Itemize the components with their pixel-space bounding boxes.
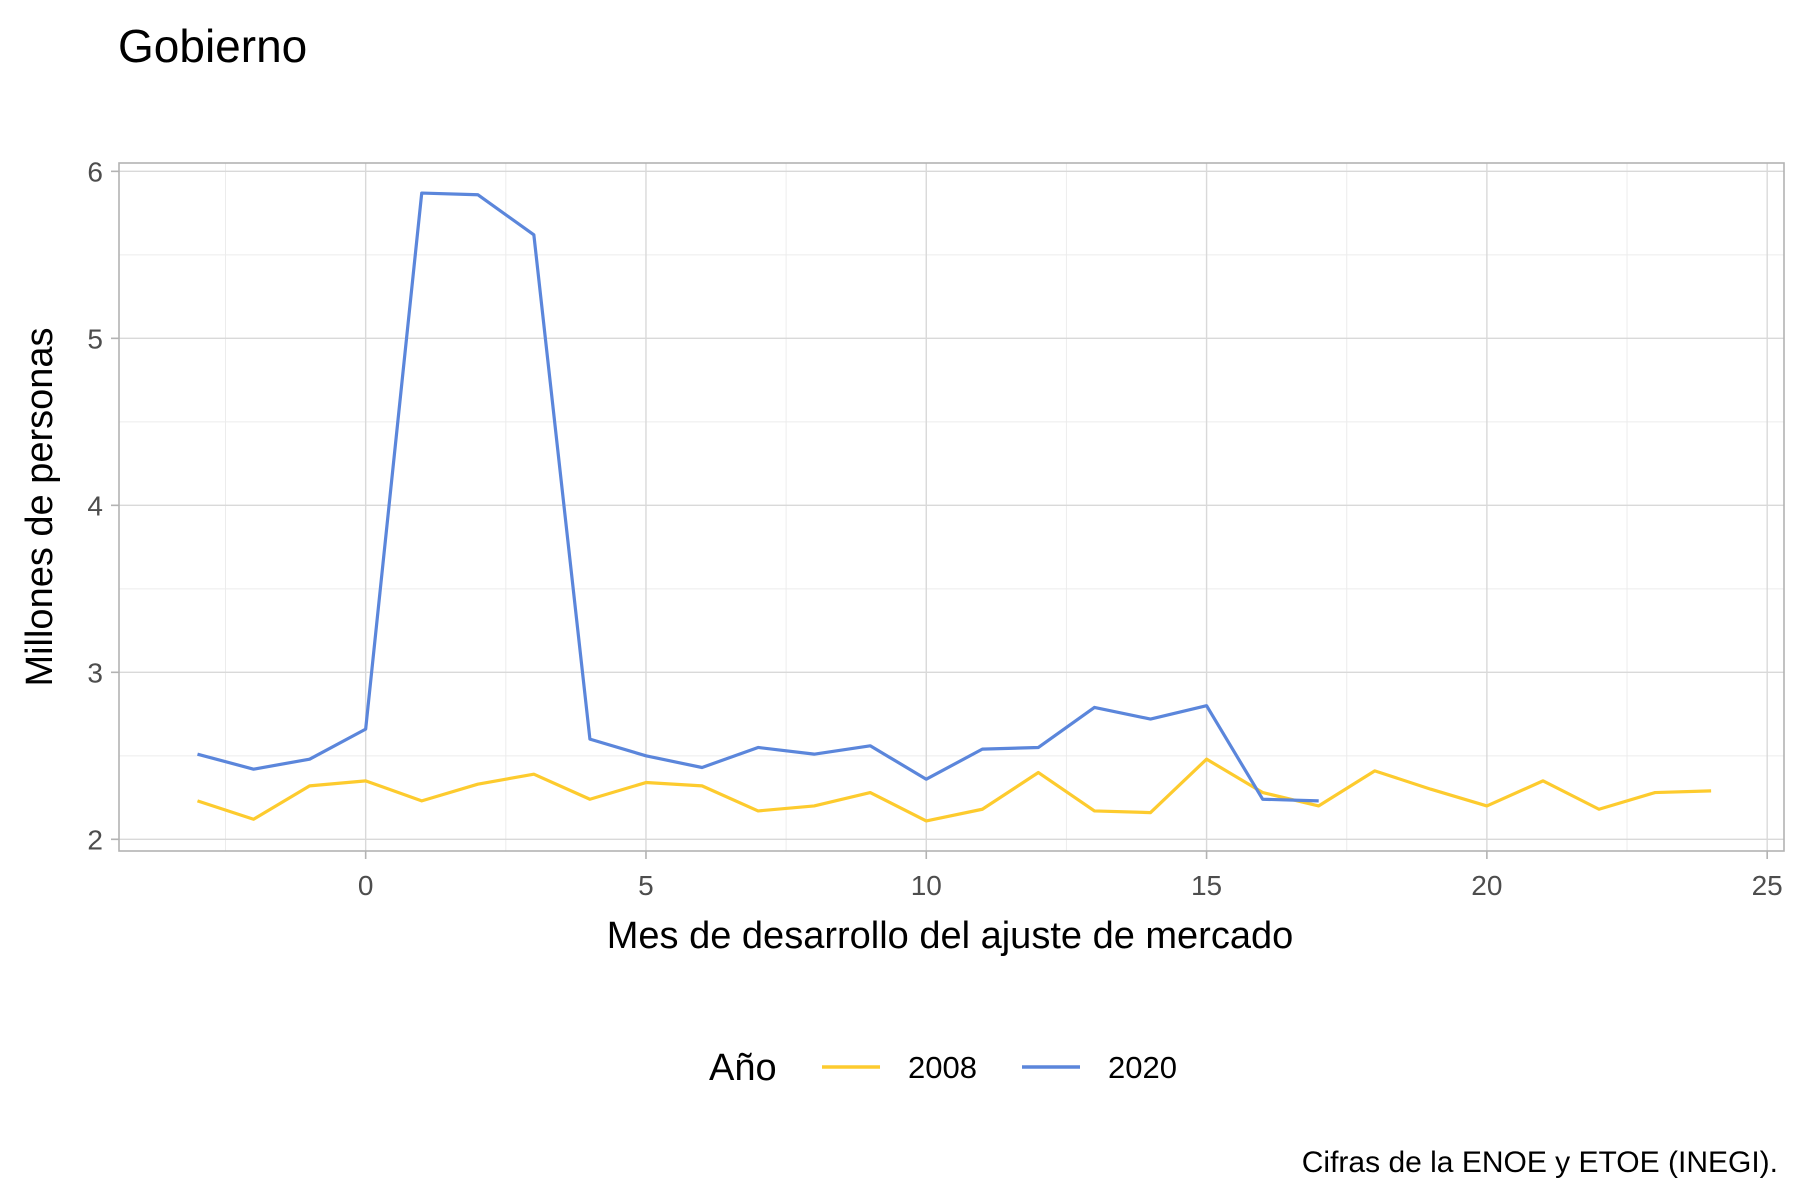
legend: Año 2008 2020 bbox=[709, 1047, 1177, 1089]
y-tick-label: 5 bbox=[87, 323, 103, 354]
series-line-2008 bbox=[196, 757, 1712, 823]
y-tick-label: 4 bbox=[87, 490, 103, 521]
major-gridlines bbox=[119, 163, 1784, 851]
chart-title: Gobierno bbox=[118, 20, 307, 72]
x-tick-label: 15 bbox=[1191, 870, 1222, 901]
y-tick-label: 3 bbox=[87, 657, 103, 688]
x-axis-ticks: 0 5 10 15 20 25 bbox=[358, 851, 1783, 901]
legend-label-2020: 2020 bbox=[1108, 1050, 1177, 1085]
x-axis-title: Mes de desarrollo del ajuste de mercado bbox=[607, 915, 1294, 957]
series-lines bbox=[196, 191, 1712, 823]
legend-label-2008: 2008 bbox=[908, 1050, 977, 1085]
y-tick-label: 2 bbox=[87, 824, 103, 855]
legend-title: Año bbox=[709, 1047, 777, 1089]
minor-gridlines bbox=[119, 163, 1784, 851]
x-tick-label: 20 bbox=[1471, 870, 1502, 901]
plot-panel-border bbox=[118, 162, 1785, 852]
y-tick-label: 6 bbox=[87, 156, 103, 187]
source-caption: Cifras de la ENOE y ETOE (INEGI). bbox=[1302, 1146, 1778, 1179]
y-axis-ticks: 2 3 4 5 6 bbox=[87, 156, 119, 855]
x-tick-label: 5 bbox=[638, 870, 654, 901]
series-line-2020 bbox=[197, 191, 1319, 803]
x-tick-label: 10 bbox=[911, 870, 942, 901]
x-tick-label: 25 bbox=[1752, 870, 1783, 901]
y-axis-title: Millones de personas bbox=[19, 327, 61, 686]
x-tick-label: 0 bbox=[358, 870, 374, 901]
